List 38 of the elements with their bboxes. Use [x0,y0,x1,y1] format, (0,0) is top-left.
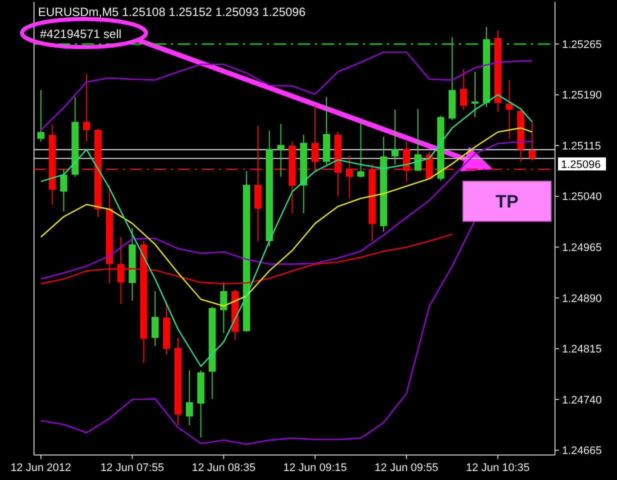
annotation: #42194571 sell [40,27,122,41]
x-tick-label: 12 Jun 09:15 [283,462,347,474]
candlestick [220,282,228,334]
candlestick [37,90,44,142]
line-series [40,94,533,367]
y-tick-label: 1.25190 [562,90,602,102]
candlestick [528,120,536,161]
ref-line-label: 1.25096 [561,158,601,171]
y-tick-label: 1.24740 [562,394,602,406]
y-tick-label: 1.24890 [562,292,602,305]
line-series [40,51,533,131]
x-tick-label: 12 Jun 2012 [10,462,72,474]
y-tick-label: 1.24665 [562,445,602,458]
candlestick [460,68,468,110]
line-series [40,140,533,280]
y-tick-label: 1.24815 [562,344,602,356]
line-series [40,219,476,445]
candlestick [506,79,513,140]
y-tick-label: 1.25115 [562,140,601,152]
x-tick-label: 12 Jun 10:35 [466,462,530,474]
chart-title: EURUSDm,M5 1.25108 1.25152 1.25093 1.25096 [38,5,306,19]
candlestick [357,121,364,178]
candlestick [392,109,399,166]
candlestick [152,290,159,346]
annotation: TP [495,192,519,212]
x-tick-label: 12 Jun 07:55 [100,462,164,474]
y-tick-label: 1.24965 [562,242,602,254]
y-tick-label: 1.25265 [562,38,602,51]
candlestick [471,71,479,118]
y-tick-label: 1.25040 [562,191,602,204]
x-tick-label: 12 Jun 09:55 [374,462,438,474]
candlestick [60,168,68,212]
candlestick [117,236,124,304]
line-series [40,234,453,284]
candlestick [277,123,284,178]
candlestick [186,370,193,426]
x-tick-label: 12 Jun 08:35 [192,462,256,474]
candlestick [83,73,90,142]
